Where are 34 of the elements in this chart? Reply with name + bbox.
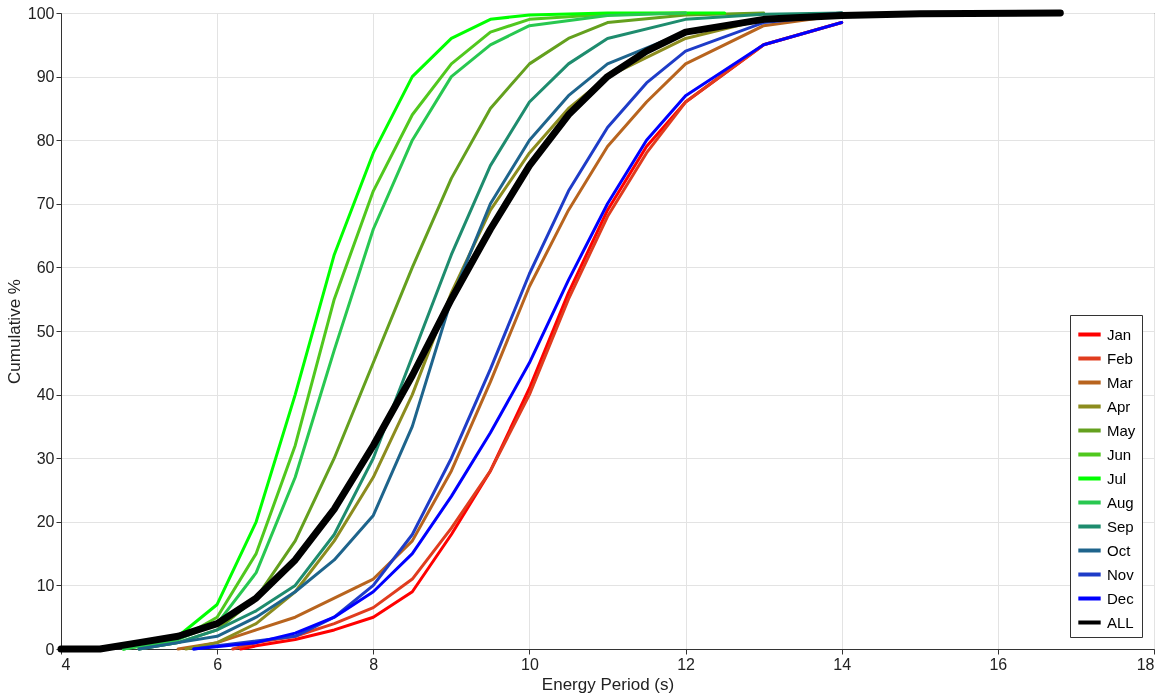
legend-label: Apr	[1107, 397, 1131, 415]
legend-label: Nov	[1107, 565, 1135, 583]
x-tick-label: 8	[369, 655, 379, 673]
x-tick-label: 14	[833, 655, 852, 673]
legend-label: Jul	[1107, 469, 1127, 487]
legend-label: Oct	[1107, 541, 1132, 559]
legend-label: ALL	[1107, 613, 1134, 631]
x-tick-label: 16	[989, 655, 1008, 673]
y-tick-label: 70	[36, 195, 55, 213]
x-tick-label: 18	[1136, 655, 1155, 673]
legend-label: Jan	[1107, 325, 1132, 343]
y-tick-label: 20	[36, 513, 55, 531]
x-axis-title: Energy Period (s)	[541, 674, 675, 694]
y-tick-label: 10	[36, 576, 55, 594]
legend-label: Mar	[1107, 373, 1133, 391]
legend-label: Sep	[1107, 517, 1134, 535]
x-tick-label: 12	[677, 655, 696, 673]
y-tick-label: 100	[27, 4, 55, 22]
legend-label: Dec	[1107, 589, 1135, 607]
y-tick-label: 80	[36, 131, 55, 149]
y-tick-label: 40	[36, 386, 55, 404]
legend-label: Jun	[1107, 445, 1132, 463]
y-tick-label: 90	[36, 68, 55, 86]
y-tick-label: 60	[36, 258, 55, 276]
y-tick-label: 0	[45, 640, 55, 658]
x-tick-label: 6	[213, 655, 223, 673]
x-tick-label: 4	[61, 655, 71, 673]
y-axis-title: Cumulative %	[4, 279, 24, 384]
y-tick-label: 30	[36, 449, 55, 467]
legend-label: Aug	[1107, 493, 1134, 511]
legend-label: Feb	[1107, 349, 1133, 367]
legend-label: May	[1107, 421, 1136, 439]
y-tick-label: 50	[36, 322, 55, 340]
x-tick-label: 10	[521, 655, 539, 673]
